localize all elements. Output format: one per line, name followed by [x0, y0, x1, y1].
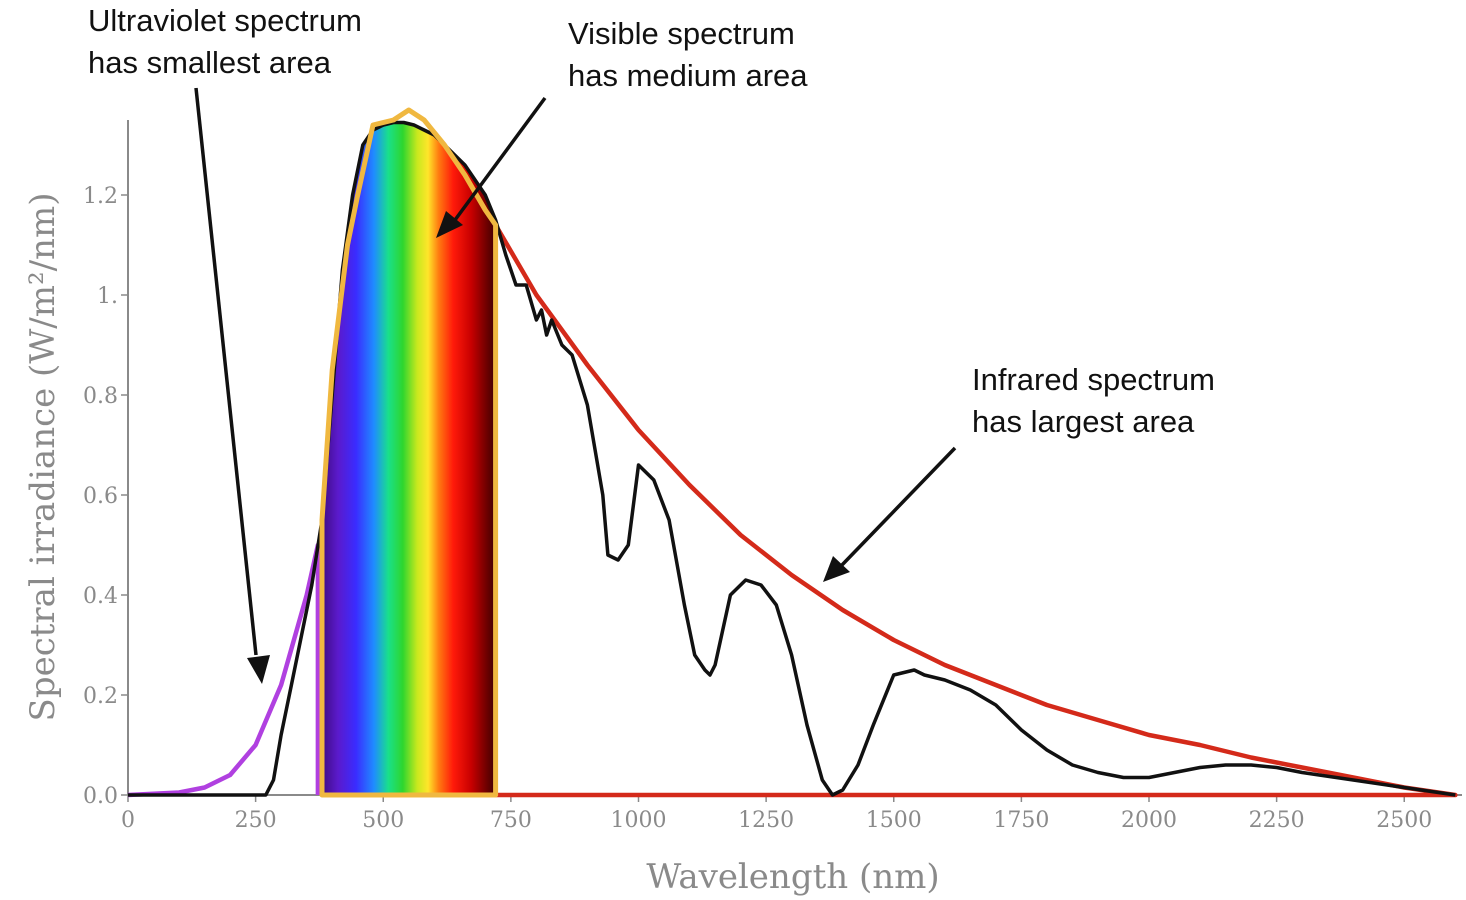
- x-ticks: 0 250 500 750 1000 1250 1500 1750 2000 2250 2500: [121, 795, 1432, 833]
- visible-arrow: [436, 96, 547, 238]
- x-axis-title: Wavelength (nm): [646, 857, 939, 897]
- x-tick-label: 1750: [993, 808, 1049, 833]
- y-tick-label: 1.2: [83, 184, 118, 209]
- y-tick-label: 0.2: [83, 684, 118, 709]
- visible-annotation-line-1: Visible spectrum: [568, 16, 795, 51]
- annotation-arrows: [194, 87, 957, 684]
- infrared-annotation-line-2: has largest area: [972, 404, 1195, 439]
- ultraviolet-region-outline: [127, 542, 321, 798]
- y-tick-label: 0.8: [83, 384, 118, 409]
- x-tick-label: 1500: [866, 808, 922, 833]
- x-tick-label: 1250: [738, 808, 794, 833]
- visible-region-outline: [319, 107, 499, 798]
- y-axis-title: Spectral irradiance (W/m²/nm): [23, 193, 63, 722]
- infrared-annotation: Infrared spectrum has largest area: [972, 359, 1215, 443]
- y-ticks: 0.0 0.2 0.4 0.6 0.8 1. 1.2: [83, 184, 128, 809]
- visible-region-fill: [322, 122, 496, 795]
- ultraviolet-arrow: [194, 87, 270, 684]
- x-tick-label: 2500: [1376, 808, 1432, 833]
- x-tick-label: 0: [121, 808, 135, 833]
- ultraviolet-annotation-line-1: Ultraviolet spectrum: [88, 3, 362, 38]
- y-tick-label: 0.0: [83, 784, 118, 809]
- visible-annotation: Visible spectrum has medium area: [568, 13, 808, 97]
- y-tick-label: 1.: [97, 284, 118, 309]
- x-tick-label: 750: [490, 808, 532, 833]
- infrared-region-outline: [493, 222, 1458, 798]
- x-tick-label: 2250: [1249, 808, 1305, 833]
- x-tick-label: 2000: [1121, 808, 1177, 833]
- x-tick-label: 500: [362, 808, 404, 833]
- spectrum-regions: [127, 107, 1458, 798]
- y-tick-label: 0.6: [83, 484, 118, 509]
- x-tick-label: 1000: [611, 808, 667, 833]
- infrared-annotation-line-1: Infrared spectrum: [972, 362, 1215, 397]
- ultraviolet-annotation: Ultraviolet spectrum has smallest area: [88, 0, 362, 84]
- ultraviolet-annotation-line-2: has smallest area: [88, 45, 331, 80]
- infrared-arrow: [823, 446, 957, 582]
- x-tick-label: 250: [235, 808, 277, 833]
- y-tick-label: 0.4: [83, 584, 118, 609]
- visible-annotation-line-2: has medium area: [568, 58, 808, 93]
